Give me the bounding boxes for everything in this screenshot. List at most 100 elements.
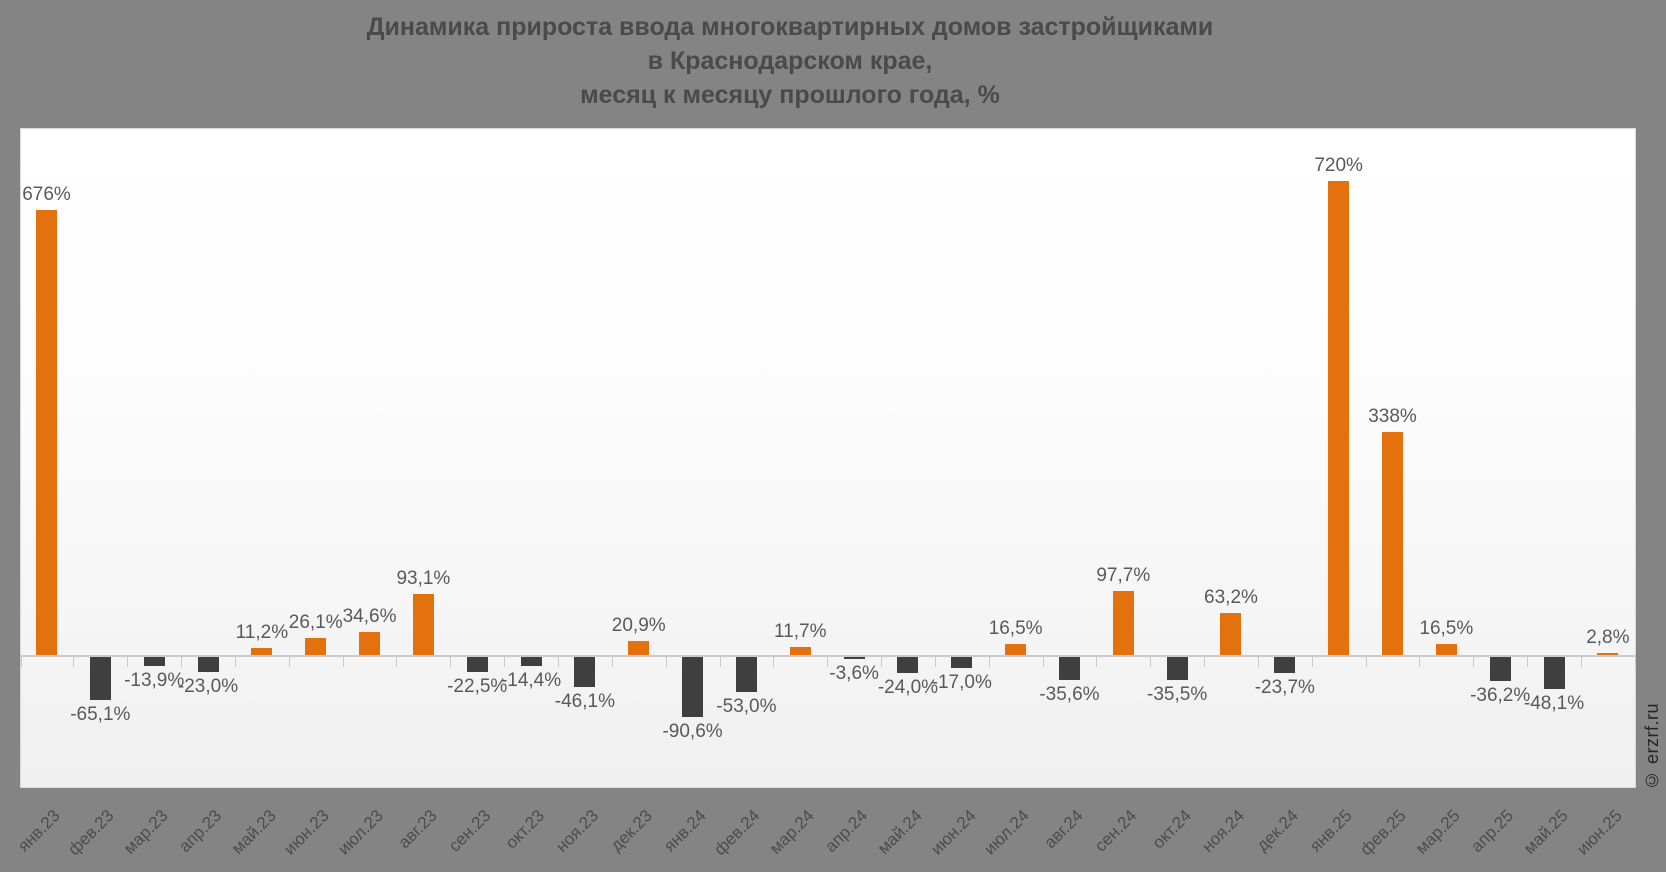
bar-июн.24: [951, 657, 973, 669]
bar-ноя.23: [574, 657, 596, 688]
bar-окт.24: [1166, 657, 1188, 681]
x-tick-label-ноя.23: ноя.23: [552, 806, 603, 856]
x-tick-label-авг.24: авг.24: [1040, 806, 1087, 853]
bar-май.25: [1543, 657, 1565, 689]
bar-дек.23: [628, 641, 650, 655]
bar-value-label: -22,5%: [447, 675, 508, 697]
x-tick-label-май.23: май.23: [227, 806, 280, 858]
x-tick: [1580, 657, 1582, 667]
bar-авг.23: [412, 593, 434, 655]
chart-title-line-3: месяц к месяцу прошлого года, %: [580, 81, 1000, 109]
x-tick-label-мар.23: мар.23: [119, 806, 172, 858]
x-tick: [73, 657, 75, 667]
bar-окт.23: [520, 657, 542, 667]
bar-value-label: -17,0%: [931, 672, 992, 694]
bar-value-label: 2,8%: [1586, 627, 1630, 649]
x-tick: [504, 657, 506, 667]
x-tick: [1311, 657, 1313, 667]
x-tick-label-апр.24: апр.24: [821, 806, 872, 857]
x-tick: [988, 657, 990, 667]
x-tick: [1473, 657, 1475, 667]
x-tick-label-авг.23: авг.23: [394, 806, 441, 853]
bar-value-label: -35,5%: [1147, 684, 1208, 706]
x-tick-label-апр.23: апр.23: [175, 806, 226, 857]
bar-value-label: -36,2%: [1470, 684, 1531, 706]
bar-янв.23: [36, 209, 57, 655]
x-tick: [1204, 657, 1206, 667]
x-tick-label-май.25: май.25: [1519, 806, 1572, 858]
x-tick: [773, 657, 775, 667]
bar-value-label: -13,9%: [124, 670, 185, 692]
x-tick-label-июн.23: июн.23: [280, 806, 334, 859]
bar-мар.23: [143, 657, 165, 667]
x-tick: [1042, 657, 1044, 667]
x-tick: [1096, 657, 1098, 667]
bar-фев.24: [735, 657, 757, 692]
bar-фев.23: [89, 657, 111, 700]
x-tick: [1257, 657, 1259, 667]
x-tick: [450, 657, 452, 667]
x-tick: [611, 657, 613, 667]
x-tick: [1365, 657, 1367, 667]
bar-апр.23: [197, 657, 219, 673]
x-tick-label-ноя.24: ноя.24: [1198, 806, 1249, 856]
bar-янв.24: [682, 657, 704, 717]
bar-value-label: 676%: [22, 183, 71, 205]
plot-area: [20, 128, 1636, 788]
x-tick-label-мар.24: мар.24: [765, 806, 818, 858]
x-tick-label-янв.25: янв.25: [1306, 806, 1357, 856]
bar-value-label: -48,1%: [1523, 692, 1585, 714]
x-tick: [881, 657, 883, 667]
bar-value-label: -90,6%: [662, 720, 723, 742]
x-tick-label-фев.25: фев.25: [1356, 806, 1410, 860]
x-tick: [396, 657, 398, 667]
x-tick: [127, 657, 129, 667]
bar-апр.24: [843, 657, 865, 660]
bar-май.23: [251, 647, 273, 655]
x-tick: [1635, 657, 1636, 667]
x-tick: [234, 657, 236, 667]
bar-value-label: -23,7%: [1254, 676, 1315, 698]
zero-axis-line: [20, 655, 1636, 657]
bar-июн.25: [1597, 653, 1619, 655]
x-tick-label-окт.24: окт.24: [1148, 806, 1195, 853]
bar-value-label: -53,0%: [716, 695, 777, 717]
x-tick-label-июн.25: июн.25: [1572, 806, 1626, 859]
bar-value-label: 11,7%: [774, 621, 827, 643]
x-tick-label-фев.23: фев.23: [64, 806, 118, 860]
bar-value-label: 11,2%: [235, 621, 289, 643]
x-tick-label-янв.23: янв.23: [14, 806, 64, 856]
bar-сен.24: [1112, 590, 1134, 655]
x-tick: [1419, 657, 1421, 667]
x-tick-label-мар.25: мар.25: [1411, 806, 1464, 858]
x-tick-label-июл.23: июл.23: [334, 806, 387, 859]
bar-ноя.24: [1220, 613, 1242, 655]
bar-value-label: 93,1%: [396, 567, 451, 589]
bar-value-label: -46,1%: [554, 691, 615, 713]
bar-сен.23: [466, 657, 488, 672]
bar-апр.25: [1489, 657, 1511, 681]
bar-value-label: -35,6%: [1039, 684, 1100, 706]
x-tick-label-июл.24: июл.24: [980, 806, 1034, 859]
x-tick: [181, 657, 183, 667]
x-tick-label-июн.24: июн.24: [926, 806, 980, 859]
bar-value-label: -65,1%: [70, 703, 131, 725]
bar-июл.24: [1005, 644, 1027, 655]
bar-value-label: 20,9%: [611, 615, 666, 637]
bar-value-label: 34,6%: [342, 606, 397, 628]
bar-value-label: 26,1%: [288, 611, 343, 633]
bar-value-label: 97,7%: [1096, 564, 1151, 586]
x-tick: [20, 657, 22, 667]
x-tick: [665, 657, 667, 667]
bar-value-label: 720%: [1314, 154, 1363, 176]
bar-июн.23: [305, 637, 327, 655]
bar-мар.24: [789, 647, 811, 655]
x-tick-label-янв.24: янв.24: [660, 806, 711, 856]
x-tick: [288, 657, 290, 667]
x-tick: [1150, 657, 1152, 667]
x-tick: [1527, 657, 1529, 667]
chart-title: Динамика прироста ввода многоквартирных …: [0, 10, 1623, 112]
x-tick-label-май.24: май.24: [873, 806, 926, 858]
x-tick-label-окт.23: окт.23: [502, 806, 549, 853]
